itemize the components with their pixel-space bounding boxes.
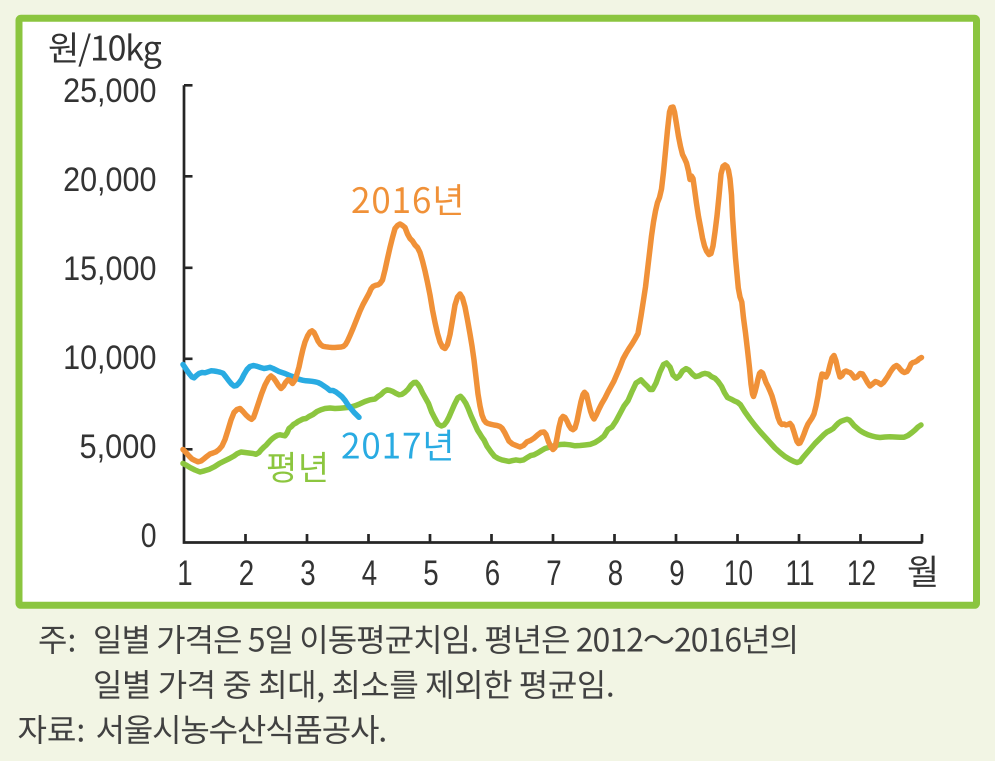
svg-text:12: 12 bbox=[847, 554, 876, 593]
svg-text:6: 6 bbox=[485, 554, 500, 593]
svg-text:1: 1 bbox=[177, 554, 192, 593]
svg-text:0: 0 bbox=[141, 517, 157, 555]
svg-text:11: 11 bbox=[786, 554, 815, 593]
svg-text:20,000: 20,000 bbox=[63, 161, 156, 199]
svg-text:15,000: 15,000 bbox=[63, 250, 156, 288]
svg-text:25,000: 25,000 bbox=[63, 72, 156, 110]
svg-text:4: 4 bbox=[362, 554, 377, 593]
svg-text:8: 8 bbox=[608, 554, 623, 593]
svg-text:10: 10 bbox=[724, 554, 753, 593]
svg-text:9: 9 bbox=[669, 554, 684, 593]
svg-text:2: 2 bbox=[239, 554, 254, 593]
svg-text:3: 3 bbox=[300, 554, 315, 593]
svg-text:7: 7 bbox=[546, 554, 561, 593]
svg-text:5: 5 bbox=[423, 554, 438, 593]
svg-text:5,000: 5,000 bbox=[80, 428, 157, 466]
svg-text:10,000: 10,000 bbox=[63, 339, 156, 377]
